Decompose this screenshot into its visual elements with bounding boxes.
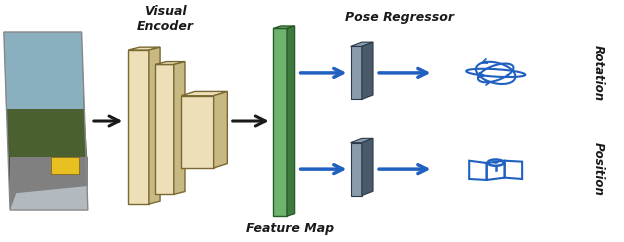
Polygon shape: [181, 91, 227, 96]
Polygon shape: [273, 26, 295, 28]
Polygon shape: [351, 42, 373, 46]
Polygon shape: [181, 96, 213, 168]
Polygon shape: [351, 143, 362, 196]
Polygon shape: [4, 32, 84, 119]
Polygon shape: [129, 47, 160, 50]
Text: Pose Regressor: Pose Regressor: [344, 11, 454, 24]
Polygon shape: [4, 32, 88, 210]
Polygon shape: [10, 157, 88, 210]
Polygon shape: [362, 138, 373, 196]
Polygon shape: [51, 157, 79, 174]
Polygon shape: [351, 138, 373, 143]
Polygon shape: [10, 186, 88, 210]
Polygon shape: [6, 109, 88, 167]
Polygon shape: [155, 61, 185, 64]
Polygon shape: [149, 47, 160, 204]
Polygon shape: [351, 46, 362, 99]
Text: Position: Position: [592, 142, 605, 196]
Polygon shape: [213, 91, 227, 168]
Polygon shape: [155, 64, 173, 194]
Polygon shape: [287, 26, 295, 216]
Text: Visual
Encoder: Visual Encoder: [137, 5, 194, 33]
Text: Feature Map: Feature Map: [246, 222, 334, 234]
Polygon shape: [129, 50, 149, 204]
Polygon shape: [362, 42, 373, 99]
Polygon shape: [273, 28, 287, 216]
Text: Rotation: Rotation: [592, 45, 605, 101]
Polygon shape: [173, 61, 185, 194]
Circle shape: [493, 162, 499, 164]
